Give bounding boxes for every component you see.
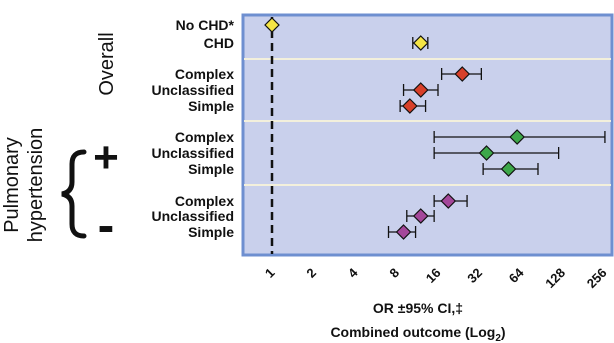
or-diamond (500, 161, 517, 177)
row-labels: No CHD*CHDComplexUnclassifiedSimpleCompl… (152, 17, 235, 240)
or-diamond (509, 129, 525, 145)
x-tick-label: 4 (345, 265, 361, 281)
or-diamond (412, 82, 429, 98)
x-axis-ticks: 1 2 4 8 16 32 64 128 256 (262, 265, 610, 291)
plot-area (241, 13, 614, 257)
x-tick-label: 16 (423, 265, 444, 286)
x-axis-title-line1: OR ±95% CI,‡ (373, 300, 463, 316)
or-diamond (412, 208, 429, 224)
x-tick: 64 (506, 265, 527, 286)
x-tick: 4 (345, 265, 361, 281)
group-label-overall: Overall (96, 32, 118, 95)
or-diamond (402, 98, 418, 114)
group-brace (61, 149, 87, 239)
x-tick: 8 (386, 265, 402, 281)
x-tick-label: 1 (262, 265, 278, 281)
group-label-hypertension: hypertension (25, 128, 47, 243)
or-diamond (454, 66, 471, 82)
x-tick-label: 128 (542, 265, 568, 291)
x-tick: 32 (464, 265, 485, 286)
or-diamond (264, 17, 280, 33)
row-label: Simple (188, 224, 234, 240)
chart-marks (264, 17, 606, 240)
or-diamond (412, 35, 429, 51)
or-diamond (478, 145, 495, 161)
row-label: Complex (175, 193, 234, 209)
group-label-pulmonary: Pulmonary (1, 137, 23, 233)
x-tick: 2 (303, 265, 319, 281)
x-tick: 1 (262, 265, 278, 281)
row-label: Unclassified (152, 82, 234, 98)
x-tick: 256 (584, 265, 610, 291)
row-label: No CHD* (176, 17, 235, 33)
ph-positive-sign: + (93, 133, 119, 182)
row-label: CHD (204, 35, 234, 51)
x-tick-label: 256 (584, 265, 610, 291)
x-tick-label: 2 (303, 265, 319, 281)
x-tick-label: 8 (386, 265, 402, 281)
ph-negative-sign: - (98, 197, 115, 253)
or-diamond (395, 224, 412, 240)
x-axis-title-subscript: 2 (495, 333, 501, 343)
or-diamond (440, 193, 457, 209)
row-label: Unclassified (152, 208, 234, 224)
row-label: Simple (188, 161, 234, 177)
x-axis-title-main: Combined outcome (Log (330, 324, 495, 340)
row-label: Complex (175, 66, 234, 82)
x-tick: 16 (423, 265, 444, 286)
row-label: Complex (175, 129, 234, 145)
row-label: Simple (188, 98, 234, 114)
x-tick-label: 32 (464, 265, 485, 286)
row-label: Unclassified (152, 145, 234, 161)
x-axis-title-line2: Combined outcome (Log2) (330, 324, 505, 343)
x-axis-title-close: ) (501, 324, 506, 340)
x-tick: 128 (542, 265, 568, 291)
x-tick-label: 64 (506, 265, 527, 286)
